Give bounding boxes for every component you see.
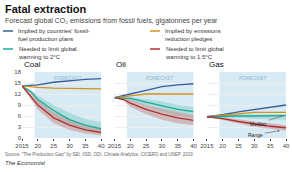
svg-text:20: 20 xyxy=(127,143,134,149)
svg-text:25: 25 xyxy=(143,143,150,149)
svg-text:40: 40 xyxy=(190,143,197,149)
svg-text:Gas: Gas xyxy=(209,60,224,69)
svg-text:25: 25 xyxy=(235,143,242,149)
svg-text:FORECAST: FORECAST xyxy=(146,75,174,81)
svg-text:Needed to limit globalwarming: Needed to limit globalwarming to 1.5°C xyxy=(165,46,224,60)
svg-text:9: 9 xyxy=(18,102,22,108)
svg-text:6: 6 xyxy=(18,113,22,119)
svg-text:Implied by countries' fossil-f: Implied by countries' fossil-fuel produc… xyxy=(18,28,90,42)
svg-text:Range: Range xyxy=(248,132,263,138)
svg-text:30: 30 xyxy=(159,143,166,149)
svg-text:40: 40 xyxy=(283,143,290,149)
svg-text:2015: 2015 xyxy=(200,143,214,149)
svg-text:35: 35 xyxy=(82,143,89,149)
svg-text:Implied by emissionsreduction: Implied by emissionsreduction pledges xyxy=(165,28,221,42)
svg-text:20: 20 xyxy=(219,143,226,149)
svg-text:2015: 2015 xyxy=(15,143,29,149)
svg-text:30: 30 xyxy=(251,143,258,149)
svg-text:The Economist: The Economist xyxy=(5,160,45,166)
svg-text:FORECAST: FORECAST xyxy=(54,75,82,81)
svg-text:Source: "The Production Gap" b: Source: "The Production Gap" by SEI, IIS… xyxy=(5,152,193,157)
svg-text:3: 3 xyxy=(18,124,22,130)
svg-text:Coal: Coal xyxy=(24,60,41,69)
svg-text:12: 12 xyxy=(14,91,21,97)
svg-text:Forecast global CO₂ emissions: Forecast global CO₂ emissions from fossi… xyxy=(5,17,218,25)
svg-text:30: 30 xyxy=(66,143,73,149)
svg-text:2015: 2015 xyxy=(108,143,122,149)
svg-text:20: 20 xyxy=(34,143,41,149)
svg-text:25: 25 xyxy=(50,143,57,149)
svg-text:Fatal extraction: Fatal extraction xyxy=(5,3,87,15)
svg-text:FORECAST: FORECAST xyxy=(239,75,267,81)
svg-text:15: 15 xyxy=(14,80,21,86)
svg-text:0: 0 xyxy=(18,135,22,141)
svg-text:Oil: Oil xyxy=(116,60,126,69)
svg-text:40: 40 xyxy=(98,143,105,149)
svg-text:18: 18 xyxy=(14,69,21,75)
svg-text:35: 35 xyxy=(267,143,274,149)
svg-text:Needed to limit globalwarming: Needed to limit globalwarming to 2°C xyxy=(18,46,77,60)
svg-text:35: 35 xyxy=(174,143,181,149)
svg-text:Median: Median xyxy=(250,121,267,127)
